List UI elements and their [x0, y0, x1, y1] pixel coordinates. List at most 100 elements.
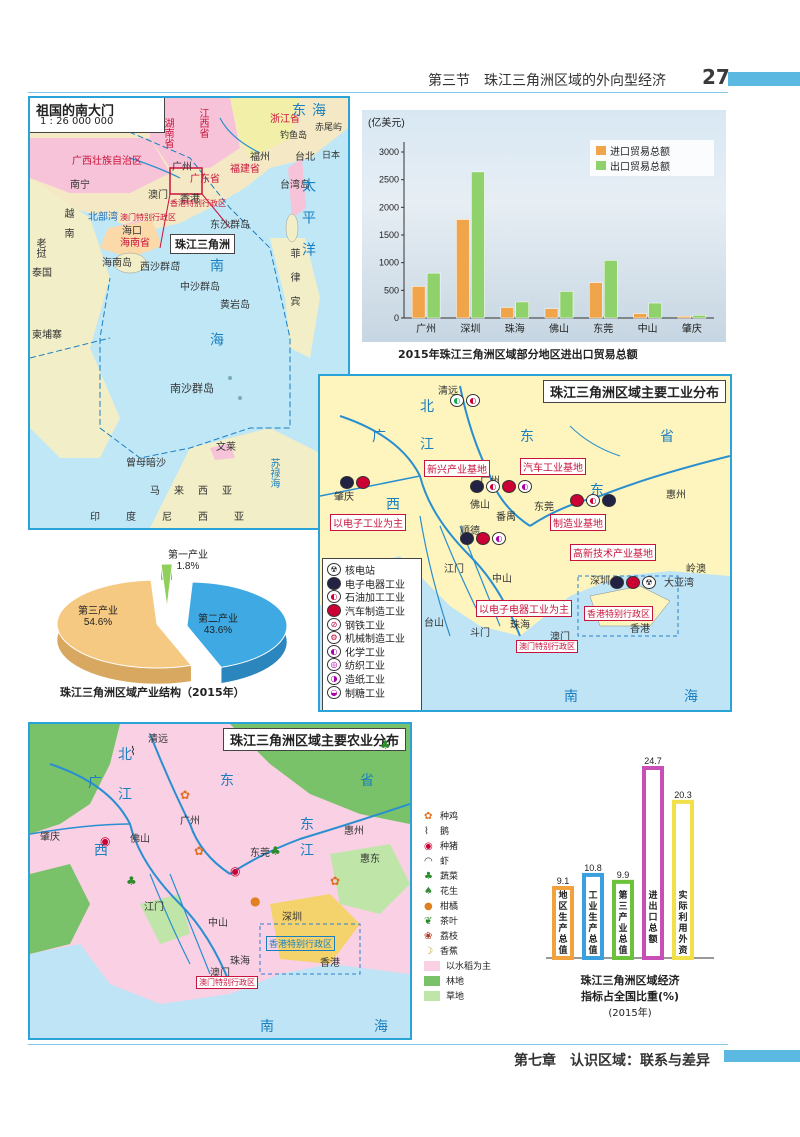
map-label: 广东省 — [190, 174, 220, 185]
legend-label: 化学工业 — [345, 647, 385, 659]
city-label: 澳门 — [550, 632, 570, 643]
industry-icon — [470, 480, 484, 493]
base-label: 汽车工业基地 — [520, 458, 586, 475]
region-label: 东 — [300, 817, 314, 833]
map-label: 澳门 — [148, 190, 168, 201]
agri-legend-label: 以水稻为主 — [446, 962, 492, 972]
legend-item: ◑ 造纸工业 — [327, 672, 417, 686]
industry-map-title: 珠江三角洲区域主要工业分布 — [542, 380, 726, 403]
city-label: 江门 — [444, 564, 464, 575]
index-caption-line: 指标占全国比重(%) — [580, 990, 680, 1003]
chicken-icon: ✿ — [424, 810, 433, 822]
city-label: 佛山 — [130, 834, 150, 845]
industry-icon: ◐ — [518, 480, 532, 493]
index-chart-svg: 9.1地区生产总值10.8工业生产总值9.9第三产业总值24.7进出口总额20.… — [546, 756, 714, 961]
steel-icon: ⊘ — [327, 617, 341, 631]
peanut-icon: ♠ — [424, 885, 433, 897]
y-tick-label: 1500 — [379, 230, 399, 240]
pie-label-name: 第一产业 — [168, 548, 208, 561]
map-label: 南海 — [208, 258, 224, 406]
industry-icon-cluster: ◐ ◐ — [450, 394, 480, 407]
pie-label: 第二产业 43.6% — [198, 612, 238, 636]
region-label: 省 — [660, 429, 674, 445]
map-label: 黄岩岛 — [220, 300, 250, 311]
industry-icon — [626, 576, 640, 589]
agri-legend-item: ❀ 荔枝 — [424, 928, 514, 943]
chicken-icon: ✿ — [180, 788, 191, 802]
region-label: 省 — [360, 773, 374, 789]
industry-icon-cluster: ◐ — [460, 532, 506, 545]
legend-item: ⊘ 钢铁工业 — [327, 617, 417, 632]
header-bar — [728, 72, 800, 86]
bar-category-char: 业 — [588, 900, 597, 911]
nuclear-icon: ☢ — [327, 563, 341, 577]
pig-icon: ◉ — [100, 834, 111, 848]
industry-icon — [356, 476, 370, 489]
agri-legend-label: 草地 — [446, 992, 465, 1002]
import-swatch — [596, 146, 606, 155]
tea-icon: ❦ — [424, 915, 433, 927]
industry-icon: ◐ — [586, 494, 600, 507]
city-label: 斗门 — [470, 628, 490, 639]
lychee-icon: ❀ — [424, 930, 433, 942]
rice-swatch — [424, 960, 440, 971]
pie-label-name: 第三产业 — [78, 604, 118, 617]
map-label: 广州 — [172, 162, 192, 173]
agri-legend-label: 种鸡 — [440, 812, 459, 822]
city-label: 珠海 — [230, 956, 250, 967]
map-label: 马来西亚 — [150, 486, 246, 497]
map-label: 澳门特别行政区 — [120, 213, 176, 222]
bar-category-char: 第 — [618, 889, 627, 900]
map-label: 日本 — [322, 151, 341, 161]
bar-value-label: 24.7 — [644, 756, 662, 766]
map-label: 柬埔寨 — [32, 330, 62, 341]
chicken-icon: ✿ — [330, 874, 341, 888]
pie-chart-caption: 珠江三角洲区域产业结构（2015年） — [60, 686, 245, 699]
map-label: 曾母暗沙 — [126, 458, 166, 469]
industry-icon: ◐ — [486, 480, 500, 493]
bar-category-char: 资 — [678, 944, 687, 955]
bar-category-char: 进 — [648, 889, 657, 900]
bar-category-char: 三 — [618, 901, 627, 911]
map-title-box: 祖国的南大门 1 : 26 000 000 — [30, 98, 165, 133]
index-chart-caption: 珠江三角洲区域经济 指标占全国比重(%) (2015年) — [540, 972, 720, 1019]
agri-legend: ✿ 种鸡 ⌇ 鹅 ◉ 种猪 ◠ 虾 ♣ 蔬菜 ♠ 花生 ● 柑橘 ❦ 茶叶 ❀ 荔枝 ☽ 香蕉 以水… — [424, 808, 514, 1003]
map-label: 江西省 — [197, 108, 208, 138]
industry-icon-cluster: ☢ — [610, 576, 656, 589]
agri-legend-label: 柑橘 — [440, 902, 459, 912]
city-label: 澳门 — [210, 968, 230, 979]
vegetable-icon: ♣ — [270, 844, 281, 858]
map-label: 台湾岛 — [280, 180, 310, 191]
map-label: 老挝 — [34, 238, 45, 258]
orange-icon: ● — [250, 894, 261, 908]
map-label: 台北 — [295, 152, 315, 163]
export-swatch — [596, 161, 606, 170]
city-label: 肇庆 — [334, 492, 354, 503]
agri-map-title: 珠江三角洲区域主要农业分布 — [222, 728, 406, 751]
index-bar — [552, 886, 574, 960]
bar-category-char: 额 — [648, 933, 657, 944]
legend-export-label: 出口贸易总额 — [610, 162, 670, 173]
pie-slice — [186, 581, 288, 668]
region-label: 广 — [372, 429, 386, 445]
map-label: 东沙群岛 — [210, 220, 250, 231]
special-zone-label: 澳门特别行政区 — [196, 976, 258, 989]
legend-label: 纺织工业 — [345, 661, 385, 673]
petroleum-icon: ◐ — [327, 590, 341, 604]
pie-slice — [160, 563, 173, 609]
city-label: 惠州 — [666, 490, 686, 501]
base-label: 香港特别行政区 — [584, 606, 654, 621]
bar-category-char: 值 — [558, 944, 567, 955]
x-tick-label: 深圳 — [460, 323, 480, 335]
map-label: 福建省 — [230, 164, 260, 175]
map-label: 钓鱼岛 — [280, 131, 308, 141]
agri-legend-label: 鹅 — [440, 827, 450, 837]
index-bar — [642, 766, 664, 960]
south-gate-map: 祖国的南大门 1 : 26 000 000 珠江三角洲 湖南省 江西省 浙江省 … — [28, 96, 350, 530]
export-bar — [692, 314, 707, 319]
city-label: 肇庆 — [40, 832, 60, 843]
export-bar — [559, 291, 574, 319]
header-rule — [28, 92, 728, 93]
vegetable-icon: ♣ — [424, 870, 433, 882]
legend-export: 出口贸易总额 — [596, 158, 708, 173]
